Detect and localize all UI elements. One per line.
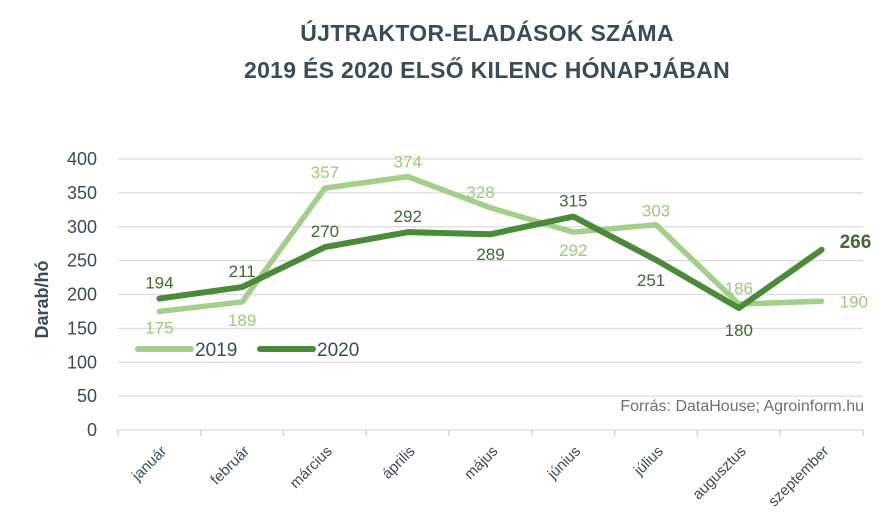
y-tick-label: 50 xyxy=(77,386,97,406)
source-note: Forrás: DataHouse; Agroinform.hu xyxy=(620,398,864,415)
x-tick-label: április xyxy=(379,443,419,483)
y-axis-label: Darab/hó xyxy=(32,260,52,338)
legend-label-2019: 2019 xyxy=(195,340,237,361)
y-tick-label: 150 xyxy=(67,318,97,338)
data-label: 292 xyxy=(559,241,587,260)
data-label: 315 xyxy=(559,192,587,211)
x-tick-label: május xyxy=(461,443,501,483)
y-tick-label: 400 xyxy=(67,149,97,169)
data-label: 289 xyxy=(476,245,504,264)
series-line-2019 xyxy=(156,173,825,315)
data-label: 303 xyxy=(642,202,670,221)
legend-label-2020: 2020 xyxy=(317,340,359,361)
chart-title-line-2: 2019 ÉS 2020 ELSŐ KILENC HÓNAPJÁBAN xyxy=(244,57,730,83)
y-tick-label: 300 xyxy=(67,217,97,237)
data-label: 292 xyxy=(394,207,422,226)
data-label: 211 xyxy=(229,262,256,281)
x-tick-label: március xyxy=(287,443,336,492)
data-label: 175 xyxy=(145,318,173,337)
x-tick-label: szeptember xyxy=(765,443,832,510)
data-label: 374 xyxy=(394,153,422,172)
x-tick-label: január xyxy=(128,443,170,485)
data-label: 194 xyxy=(145,274,173,293)
data-label: 357 xyxy=(311,163,339,182)
series-line-2020 xyxy=(156,213,825,312)
data-label: 270 xyxy=(311,222,339,241)
data-label: 186 xyxy=(725,279,753,298)
x-tick-label: augusztus xyxy=(689,443,749,503)
data-label: 190 xyxy=(840,292,868,311)
y-tick-label: 0 xyxy=(87,420,97,440)
y-tick-label: 200 xyxy=(67,285,97,305)
x-tick-label: július xyxy=(630,443,667,480)
x-tick-label: február xyxy=(207,443,253,489)
y-tick-label: 100 xyxy=(67,352,97,372)
y-tick-label: 250 xyxy=(67,251,97,271)
data-label: 328 xyxy=(466,183,494,202)
data-label: 266 xyxy=(840,232,872,253)
data-label: 180 xyxy=(725,321,753,340)
data-label: 251 xyxy=(637,271,665,290)
data-label: 189 xyxy=(228,311,256,330)
x-tick-label: június xyxy=(544,443,584,483)
y-tick-label: 350 xyxy=(67,183,97,203)
chart-title-line-1: ÚJTRAKTOR-ELADÁSOK SZÁMA xyxy=(300,20,674,46)
